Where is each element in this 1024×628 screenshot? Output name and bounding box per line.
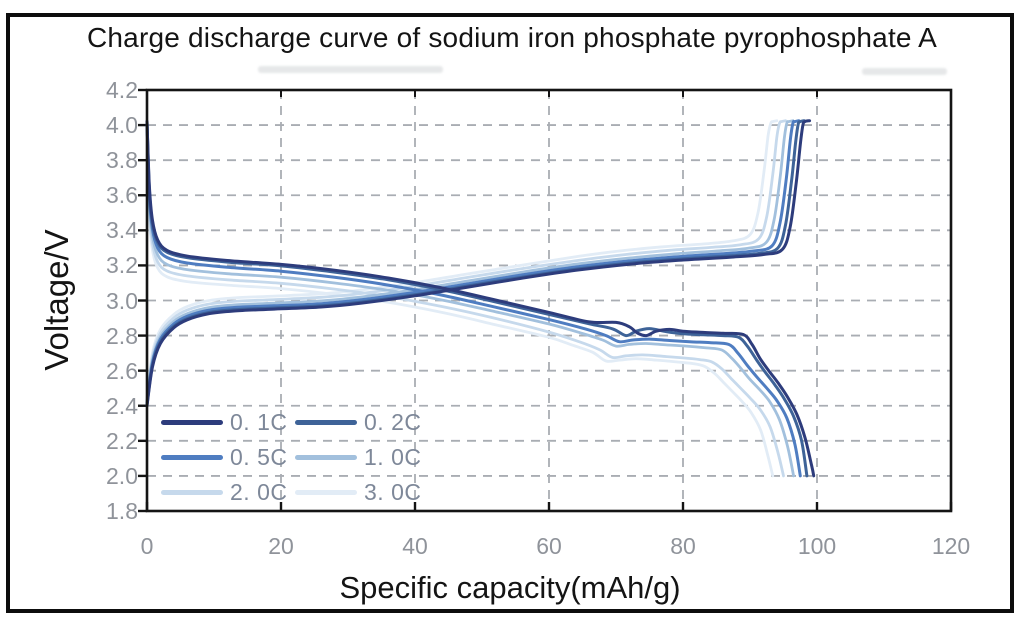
legend-swatch	[295, 420, 357, 425]
legend: 0. 1C 0. 2C 0. 5C 1. 0C 2. 0C 3. 0C	[161, 405, 431, 510]
legend-swatch	[161, 420, 223, 425]
scan-artifact-left	[258, 66, 443, 73]
y-tick-label: 3.6	[106, 182, 138, 209]
curve-0.2C-discharge	[145, 120, 809, 478]
y-tick-label: 2.8	[106, 322, 138, 349]
x-tick-label: 80	[670, 533, 696, 559]
curve-0.5C-discharge	[145, 120, 802, 478]
legend-item: 0. 1C	[161, 405, 295, 440]
curve-0.1C-discharge	[145, 120, 816, 478]
y-tick-label: 2.2	[106, 427, 138, 454]
curve-0.5C-charge	[145, 119, 801, 405]
legend-item: 3. 0C	[295, 475, 429, 510]
y-tick-label: 3.8	[106, 147, 138, 174]
x-tick-label: 100	[797, 533, 837, 559]
legend-item: 0. 2C	[295, 405, 429, 440]
plot-border	[145, 88, 953, 513]
legend-label: 3. 0C	[364, 479, 422, 505]
legend-item: 2. 0C	[161, 475, 295, 510]
legend-swatch	[295, 455, 357, 460]
curve-1.0C-charge	[145, 119, 795, 403]
legend-label: 0. 5C	[230, 444, 288, 470]
legend-label: 1. 0C	[364, 444, 422, 470]
x-tick-label: 40	[402, 533, 428, 559]
x-tick-label: 20	[268, 533, 294, 559]
curve-0.1C-charge	[145, 119, 812, 408]
curve-2.0C-discharge	[145, 120, 785, 478]
x-tick-label: 120	[931, 533, 971, 559]
curve-2.0C-charge	[145, 119, 787, 401]
legend-item: 1. 0C	[295, 440, 429, 475]
y-tick-label: 2.4	[106, 392, 138, 419]
curve-3.0C-charge	[145, 119, 779, 400]
legend-swatch	[161, 455, 223, 460]
curve-1.0C-discharge	[145, 120, 795, 478]
legend-label: 0. 2C	[364, 409, 422, 435]
y-tick-label: 2.6	[106, 357, 138, 384]
y-tick-label: 3.4	[106, 217, 138, 244]
legend-swatch	[295, 490, 357, 495]
y-tick-label: 3.2	[106, 252, 138, 279]
y-tick-label: 4.2	[106, 77, 138, 103]
legend-swatch	[161, 490, 223, 495]
legend-label: 2. 0C	[230, 479, 288, 505]
scan-artifact-right	[862, 68, 947, 75]
legend-label: 0. 1C	[230, 409, 288, 435]
y-tick-label: 4.0	[106, 112, 138, 139]
y-tick-label: 3.0	[106, 287, 138, 314]
legend-item: 0. 5C	[161, 440, 295, 475]
y-tick-label: 2.0	[106, 462, 138, 489]
x-tick-label: 0	[140, 533, 154, 559]
x-tick-label: 60	[536, 533, 562, 559]
chart-title: Charge discharge curve of sodium iron ph…	[86, 22, 938, 53]
curve-3.0C-discharge	[145, 120, 775, 478]
y-tick-label: 1.8	[106, 498, 138, 524]
x-axis-label: Specific capacity(mAh/g)	[339, 570, 681, 605]
